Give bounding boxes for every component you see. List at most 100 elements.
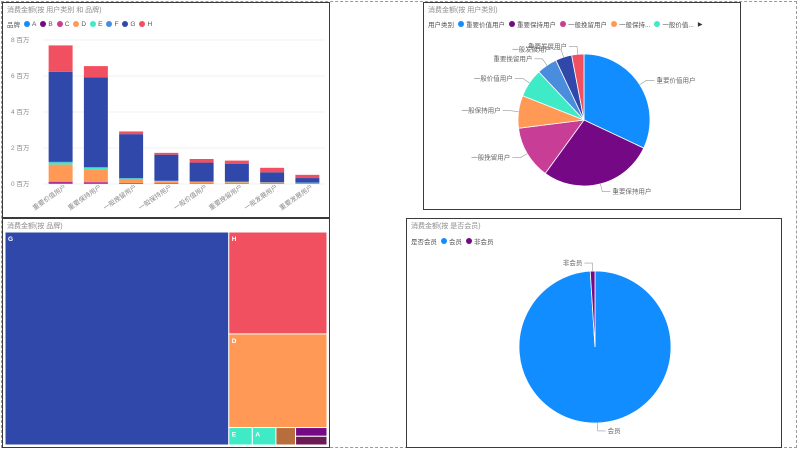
bar-segment-g: [154, 154, 179, 181]
legend-dot-icon: [90, 21, 97, 27]
user-type-pie-visual[interactable]: 消费金额(按 用户类别) 用户类别 重要价值用户 重要保持用户 一般挽留用户 一般保持…: [423, 2, 741, 210]
pie1-legend-item[interactable]: 重要价值用户: [458, 19, 505, 29]
x-tick-label: 一般保持用户: [136, 182, 173, 212]
legend-label: E: [98, 20, 103, 28]
legend-label: C: [64, 20, 70, 28]
pie2-legend-item[interactable]: 会员: [441, 236, 462, 246]
membership-pie-title: 消费金额(按 是否会员): [411, 223, 481, 230]
slice-label: 重要保持用户: [612, 187, 651, 196]
legend-dot-icon: [122, 21, 129, 27]
membership-pie-visual[interactable]: 消费金额(按 是否会员) 是否会员 会员 非会员 会员 非会员: [406, 218, 782, 448]
treemap-cell-label: D: [232, 338, 237, 345]
bar-segment-h: [224, 160, 249, 164]
bar-segment-h: [260, 167, 285, 173]
treemap-cell-label: H: [232, 236, 237, 243]
bar-segment-g: [295, 178, 320, 183]
bar-segment-h: [189, 158, 214, 163]
pie1-legend-item[interactable]: 一般保持...: [611, 19, 650, 29]
legend-label: 非会员: [474, 239, 494, 246]
bar-segment-b: [83, 182, 108, 184]
slice-label: 一般价值用户: [474, 73, 513, 82]
legend-label: 重要保持用户: [517, 22, 556, 29]
legend-label: F: [114, 20, 119, 28]
y-tick-label: 8 百万: [11, 36, 30, 44]
bar-segment-g: [119, 134, 144, 179]
pie2-legend-item[interactable]: 非会员: [466, 236, 494, 246]
slice-label: 重要价值用户: [656, 75, 695, 84]
legend-dot-icon: [56, 21, 63, 27]
bar-legend-title: 品牌: [7, 22, 20, 29]
legend-label: 重要价值用户: [466, 22, 505, 29]
bar-legend-item[interactable]: A: [24, 21, 36, 28]
bar-segment-d: [260, 182, 285, 184]
bar-chart-visual[interactable]: 消费金额(按 用户类别 和 品牌) 品牌 A B C D E F G H 0 百万 2 百万 4 …: [2, 2, 330, 218]
legend-next-arrow-icon[interactable]: ▶: [697, 21, 703, 28]
legend-label: G: [130, 20, 136, 28]
bar-legend-item[interactable]: G: [122, 21, 135, 28]
legend-dot-icon: [40, 21, 47, 27]
legend-label: 一般挽留用户: [568, 22, 607, 29]
x-tick-label: 重要保持用户: [66, 182, 103, 212]
bar-segment-d: [189, 182, 214, 184]
bar-legend-item[interactable]: E: [90, 21, 102, 28]
pie2-legend-title: 是否会员: [411, 239, 437, 246]
treemap-cell-label: A: [255, 432, 260, 439]
legend-dot-icon: [73, 21, 80, 27]
callout-line: [600, 183, 611, 192]
callout-line: [597, 422, 606, 432]
pie1-legend-item[interactable]: 一般价值...: [654, 19, 694, 29]
legend-dot-icon: [458, 21, 464, 27]
slice-label: 一般挽留用户: [471, 153, 510, 162]
membership-slice: [589, 270, 596, 348]
bar-segment-c: [48, 181, 73, 183]
slice-label: 一般保持用户: [462, 106, 501, 115]
legend-label: D: [81, 20, 87, 28]
pie1-legend-title: 用户类别: [428, 22, 454, 29]
bar-segment-d: [48, 164, 73, 182]
treemap-cell-label: G: [8, 236, 13, 243]
pie1-legend-item[interactable]: 重要保持用户: [509, 19, 556, 29]
legend-label: 会员: [449, 239, 462, 246]
callout-line: [584, 262, 593, 272]
treemap-title: 消费金额(按 品牌): [7, 223, 63, 230]
bar-segment-h: [83, 66, 108, 78]
bar-chart-legend: 品牌 A B C D E F G H: [7, 19, 152, 30]
bar-legend-item[interactable]: F: [106, 21, 118, 28]
bar-segment-h: [295, 174, 320, 179]
slice-label: 重要挽留用户: [493, 54, 532, 63]
legend-dot-icon: [560, 21, 566, 27]
bar-legend-item[interactable]: C: [56, 20, 70, 28]
y-tick-label: 0 百万: [11, 180, 30, 188]
bar-segment-g: [83, 77, 108, 168]
bar-segment-d: [83, 169, 108, 183]
legend-label: B: [48, 20, 53, 28]
pie1-legend-item[interactable]: 一般挽留用户: [560, 19, 607, 29]
bar-segment-d: [119, 178, 144, 183]
bar-legend-item[interactable]: B: [40, 20, 53, 28]
x-tick-label: 一般挽留用户: [101, 182, 138, 212]
bar-legend-item[interactable]: D: [73, 21, 86, 28]
user-type-pie-legend: 用户类别 重要价值用户 重要保持用户 一般挽留用户 一般保持... 一般价值... ▶: [428, 19, 702, 29]
membership-pie-plot: 会员 非会员: [518, 258, 672, 435]
y-tick-label: 6 百万: [11, 72, 30, 80]
bar-legend-item[interactable]: H: [139, 21, 152, 28]
legend-dot-icon: [24, 21, 30, 27]
treemap-cell-f: [295, 435, 328, 446]
bar-segment-a: [48, 183, 73, 184]
slice-label: 一般发展用户: [512, 45, 551, 54]
bar-segment-e: [48, 162, 73, 165]
legend-dot-icon: [654, 21, 661, 27]
bar-segment-h: [119, 131, 144, 135]
callout-line: [639, 80, 655, 85]
bar-segment-f: [48, 161, 73, 163]
brand-treemap-visual[interactable]: 消费金额(按 品牌) G H D E A: [2, 218, 330, 448]
legend-dot-icon: [466, 238, 472, 244]
treemap-cell-h: [228, 231, 328, 335]
bar-segment-d: [295, 182, 320, 184]
legend-dot-icon: [139, 21, 146, 27]
bar-segment-g: [260, 172, 285, 183]
legend-label: A: [32, 20, 37, 28]
treemap-plot: G H D E A: [4, 231, 328, 446]
